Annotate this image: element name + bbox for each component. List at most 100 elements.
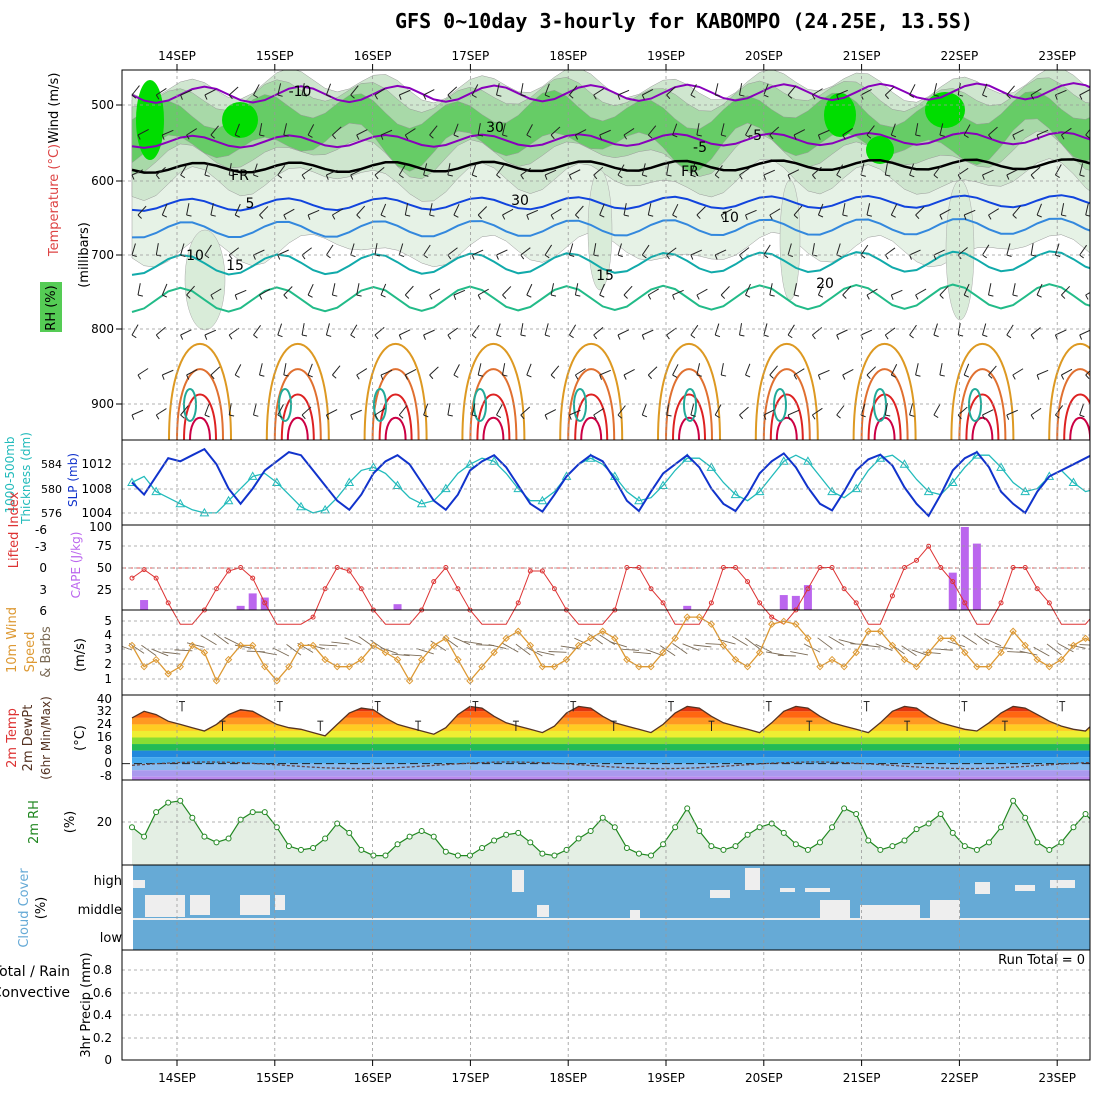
wind-barb-flag [544, 174, 548, 180]
wind-barb-flag [253, 254, 256, 260]
wind-barb-flag [866, 214, 872, 217]
wind-barb [818, 369, 830, 376]
wind-barb [253, 163, 258, 176]
wind-barb [204, 89, 216, 96]
temp-band [132, 757, 1090, 764]
wind-barb [642, 89, 654, 96]
wind-barb-flag [331, 214, 336, 220]
wind-barb [423, 89, 435, 96]
wind-barb-flag [210, 294, 214, 300]
cloud-gap [537, 905, 549, 917]
wind-speed-marker [647, 662, 655, 671]
rh-marker [454, 852, 461, 859]
date-label-bottom: 14SEP [158, 1071, 196, 1085]
temp-arch [280, 393, 315, 440]
thickness-label-2: Thickness (dm) [19, 432, 33, 525]
wind-speed-marker [840, 662, 848, 671]
lifted-index-marker [310, 614, 316, 620]
wind-barb-flag [933, 414, 939, 419]
thickness-marker [537, 495, 548, 505]
wind-speed-marker [864, 627, 872, 635]
wind-barb-flag [155, 414, 160, 420]
rh-marker [322, 835, 329, 842]
wind-barb [301, 406, 312, 416]
wind-barb-flag [131, 174, 135, 180]
wind-barb-flag [793, 214, 799, 219]
rh-marker [430, 833, 437, 840]
wind-barb-flag [380, 214, 386, 218]
wind-barb-flag [885, 174, 891, 177]
wind-barb [568, 324, 577, 336]
wind-barb [496, 249, 508, 256]
wind-barb-flag [672, 294, 675, 300]
wind-barb-flag [301, 334, 308, 337]
wind-barb [787, 324, 795, 336]
precip-total-label: Total / Rain [0, 964, 70, 980]
wind-barb [793, 205, 803, 216]
surface-wind-barb [297, 642, 314, 653]
lifted-index-marker [226, 568, 232, 574]
thickness-marker [634, 495, 644, 505]
wind-barb-flag [593, 174, 598, 180]
lifted-tick-label: -6 [35, 523, 47, 537]
wind-barb-flag [763, 94, 769, 98]
rh-marker [129, 824, 135, 831]
wind-barb [1012, 368, 1024, 376]
wind-barb-flag [307, 374, 313, 378]
rh-marker [744, 831, 751, 838]
wind-barb-flag [356, 374, 360, 380]
wind-barb [180, 243, 185, 256]
temp-arch [567, 368, 616, 440]
temp-tick-label: 24 [97, 717, 112, 731]
wind-barb-flag [429, 214, 435, 217]
rh-marker [165, 799, 172, 806]
contour-label: FR [231, 168, 249, 184]
lifted-index-marker [250, 575, 256, 581]
cape-bar [960, 527, 969, 610]
contour-label: -10 [289, 84, 312, 100]
temp-contour-20 [131, 283, 1090, 313]
surface-wind-barb [744, 637, 760, 650]
wind-barb-flag [137, 214, 142, 219]
wind-barb [204, 163, 209, 176]
wind-barb [842, 203, 846, 216]
wind-barb [617, 89, 630, 96]
wind-barb [131, 169, 144, 176]
lifted-tick-label: 6 [39, 604, 47, 618]
wind-barb [1085, 203, 1089, 216]
wind-barb-flag [982, 174, 985, 180]
wind-barb [520, 406, 531, 416]
wind-barb [131, 85, 140, 96]
wind-barb-flag [884, 94, 889, 100]
temp-tick-label: 8 [104, 743, 112, 757]
wind-barb-flag [1079, 254, 1085, 259]
wind-barb-flag [259, 134, 265, 137]
wind-barb [1079, 329, 1090, 336]
wind-barb-flag [544, 414, 548, 420]
wind-barb [817, 203, 824, 216]
lifted-index-marker [733, 565, 738, 570]
wind-speed-marker [1069, 641, 1078, 650]
rh-marker [853, 811, 860, 817]
temp-arch [574, 393, 609, 440]
wind-barb [842, 368, 854, 376]
wind-barb-flag [1030, 414, 1035, 420]
rh-marker [491, 837, 498, 844]
wind-barb-flag [447, 174, 453, 177]
wind-barb [520, 247, 531, 256]
lifted-index-marker [539, 568, 545, 574]
wind-barb [1036, 283, 1043, 296]
wind-barb-flag [210, 374, 215, 380]
wind-barb-flag [739, 254, 743, 260]
wind-barb-flag [939, 134, 945, 137]
wind-barb-flag [429, 134, 434, 139]
wind-barb-flag [520, 414, 525, 420]
wind-barb-flag [283, 294, 288, 299]
wind-speed-marker [273, 677, 281, 685]
wind-barb-flag [690, 174, 696, 178]
rh-tick-label: 20 [97, 815, 112, 829]
wind-barb-flag [374, 174, 379, 180]
wind-barb [599, 203, 605, 216]
wind-barb [884, 163, 888, 176]
wind-barb-flag [259, 374, 265, 377]
